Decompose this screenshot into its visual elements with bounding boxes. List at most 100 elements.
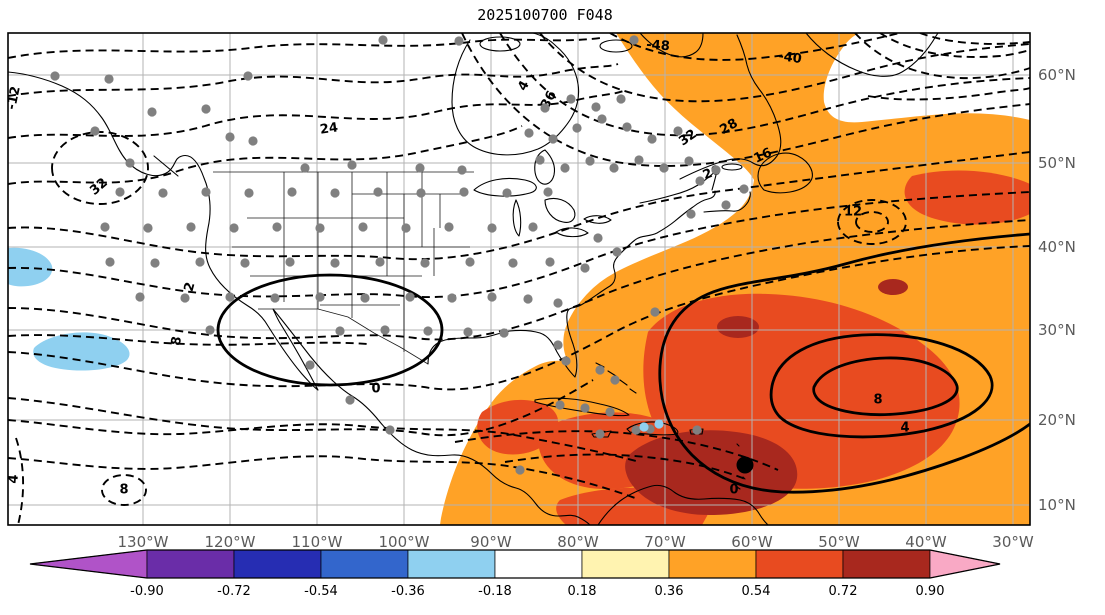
cyan-station-dot xyxy=(639,422,649,432)
station-dot xyxy=(528,222,538,232)
station-dot xyxy=(739,184,749,194)
contour-label: -40 xyxy=(777,49,802,67)
colorbar-segment xyxy=(233,549,322,579)
station-dot xyxy=(634,155,644,165)
colorbar-segment xyxy=(755,549,844,579)
south-america-coast xyxy=(597,484,769,525)
station-dot xyxy=(375,257,385,267)
colorbar-segment xyxy=(146,549,235,579)
station-dot xyxy=(345,395,355,405)
station-dot xyxy=(499,328,509,338)
solid-contour-4 xyxy=(769,333,994,439)
station-dot xyxy=(201,104,211,114)
coastline-path xyxy=(8,71,591,525)
arctic-island xyxy=(479,36,521,52)
dashed-contour xyxy=(8,219,1030,341)
station-dot xyxy=(158,188,168,198)
colorbar-segment xyxy=(581,549,670,579)
lon-tick-label: 90°W xyxy=(470,533,512,551)
station-dot xyxy=(487,292,497,302)
contour-label: 8 xyxy=(873,393,882,408)
station-dot xyxy=(609,163,619,173)
station-dot xyxy=(659,163,669,173)
station-dot xyxy=(555,400,565,410)
station-dot xyxy=(524,128,534,138)
station-dots xyxy=(50,35,754,475)
lat-tick-label: 50°N xyxy=(1038,154,1076,172)
station-dot xyxy=(591,102,601,112)
station-dot xyxy=(610,375,620,385)
dashed-contour xyxy=(8,379,594,437)
lon-tick-label: 100°W xyxy=(378,533,430,551)
station-dot xyxy=(457,165,467,175)
station-dot xyxy=(622,122,632,132)
station-dot xyxy=(287,187,297,197)
colorbar-tick-label: 0.36 xyxy=(654,584,684,599)
contour-label: 12 xyxy=(844,205,862,220)
contour-label: 0 xyxy=(371,382,380,397)
positive-shading-red xyxy=(477,399,559,455)
station-dot xyxy=(105,257,115,267)
station-dot xyxy=(380,325,390,335)
colorbar-extend-right xyxy=(929,549,1001,579)
station-dot xyxy=(401,223,411,233)
lon-tick-label: 130°W xyxy=(117,533,169,551)
contour-label: 2 xyxy=(182,281,199,294)
station-dot xyxy=(225,132,235,142)
station-dot xyxy=(360,293,370,303)
station-dot xyxy=(463,327,473,337)
station-dot xyxy=(125,158,135,168)
station-dot xyxy=(647,134,657,144)
lat-tick-label: 20°N xyxy=(1038,411,1076,429)
station-dot xyxy=(423,326,433,336)
dashed-contour xyxy=(8,245,1030,391)
station-dot xyxy=(205,325,215,335)
station-dot xyxy=(673,126,683,136)
station-dot xyxy=(347,160,357,170)
colorbar-tick-label: -0.72 xyxy=(217,584,251,599)
cyan-station-dot xyxy=(654,419,664,429)
baffin-island xyxy=(639,33,704,58)
station-dot xyxy=(195,257,205,267)
station-dot xyxy=(695,176,705,186)
greenland-coast xyxy=(805,33,939,77)
lon-tick-label: 60°W xyxy=(731,533,773,551)
coastlines xyxy=(8,33,939,525)
lon-tick-label: 30°W xyxy=(992,533,1034,551)
contour-label: 24 xyxy=(319,120,339,137)
contour-label: 8 xyxy=(169,335,185,347)
positive-shading-dark-red xyxy=(878,279,908,295)
colorbar-segment xyxy=(320,549,409,579)
station-dot xyxy=(605,407,615,417)
lon-tick-label: 50°W xyxy=(818,533,860,551)
station-dot xyxy=(272,222,282,232)
station-dot xyxy=(358,222,368,232)
dashed-contour xyxy=(8,37,601,59)
station-dot xyxy=(405,292,415,302)
lake-ontario xyxy=(583,215,612,224)
station-dot xyxy=(225,292,235,302)
station-dot xyxy=(553,340,563,350)
colorbar-tick-label: 0.90 xyxy=(915,584,945,599)
station-dot xyxy=(90,126,100,136)
lat-tick-label: 30°N xyxy=(1038,321,1076,339)
dashed-contour xyxy=(8,419,641,463)
station-dot xyxy=(459,187,469,197)
negative-shading-light-blue xyxy=(33,332,130,371)
colorbar-extend-left xyxy=(29,549,148,579)
lat-tick-label: 60°N xyxy=(1038,66,1076,84)
dashed-contour xyxy=(8,89,627,139)
station-dot xyxy=(147,107,157,117)
station-dot xyxy=(454,36,464,46)
station-dot xyxy=(595,365,605,375)
station-dot xyxy=(373,187,383,197)
contour-label: 4 xyxy=(900,421,909,436)
station-dot xyxy=(315,223,325,233)
station-dot xyxy=(305,360,315,370)
station-dot xyxy=(593,233,603,243)
station-dot xyxy=(135,292,145,302)
station-dot xyxy=(385,425,395,435)
solid-contour-8 xyxy=(812,356,959,416)
station-dot xyxy=(416,188,426,198)
lake-superior xyxy=(473,177,537,197)
